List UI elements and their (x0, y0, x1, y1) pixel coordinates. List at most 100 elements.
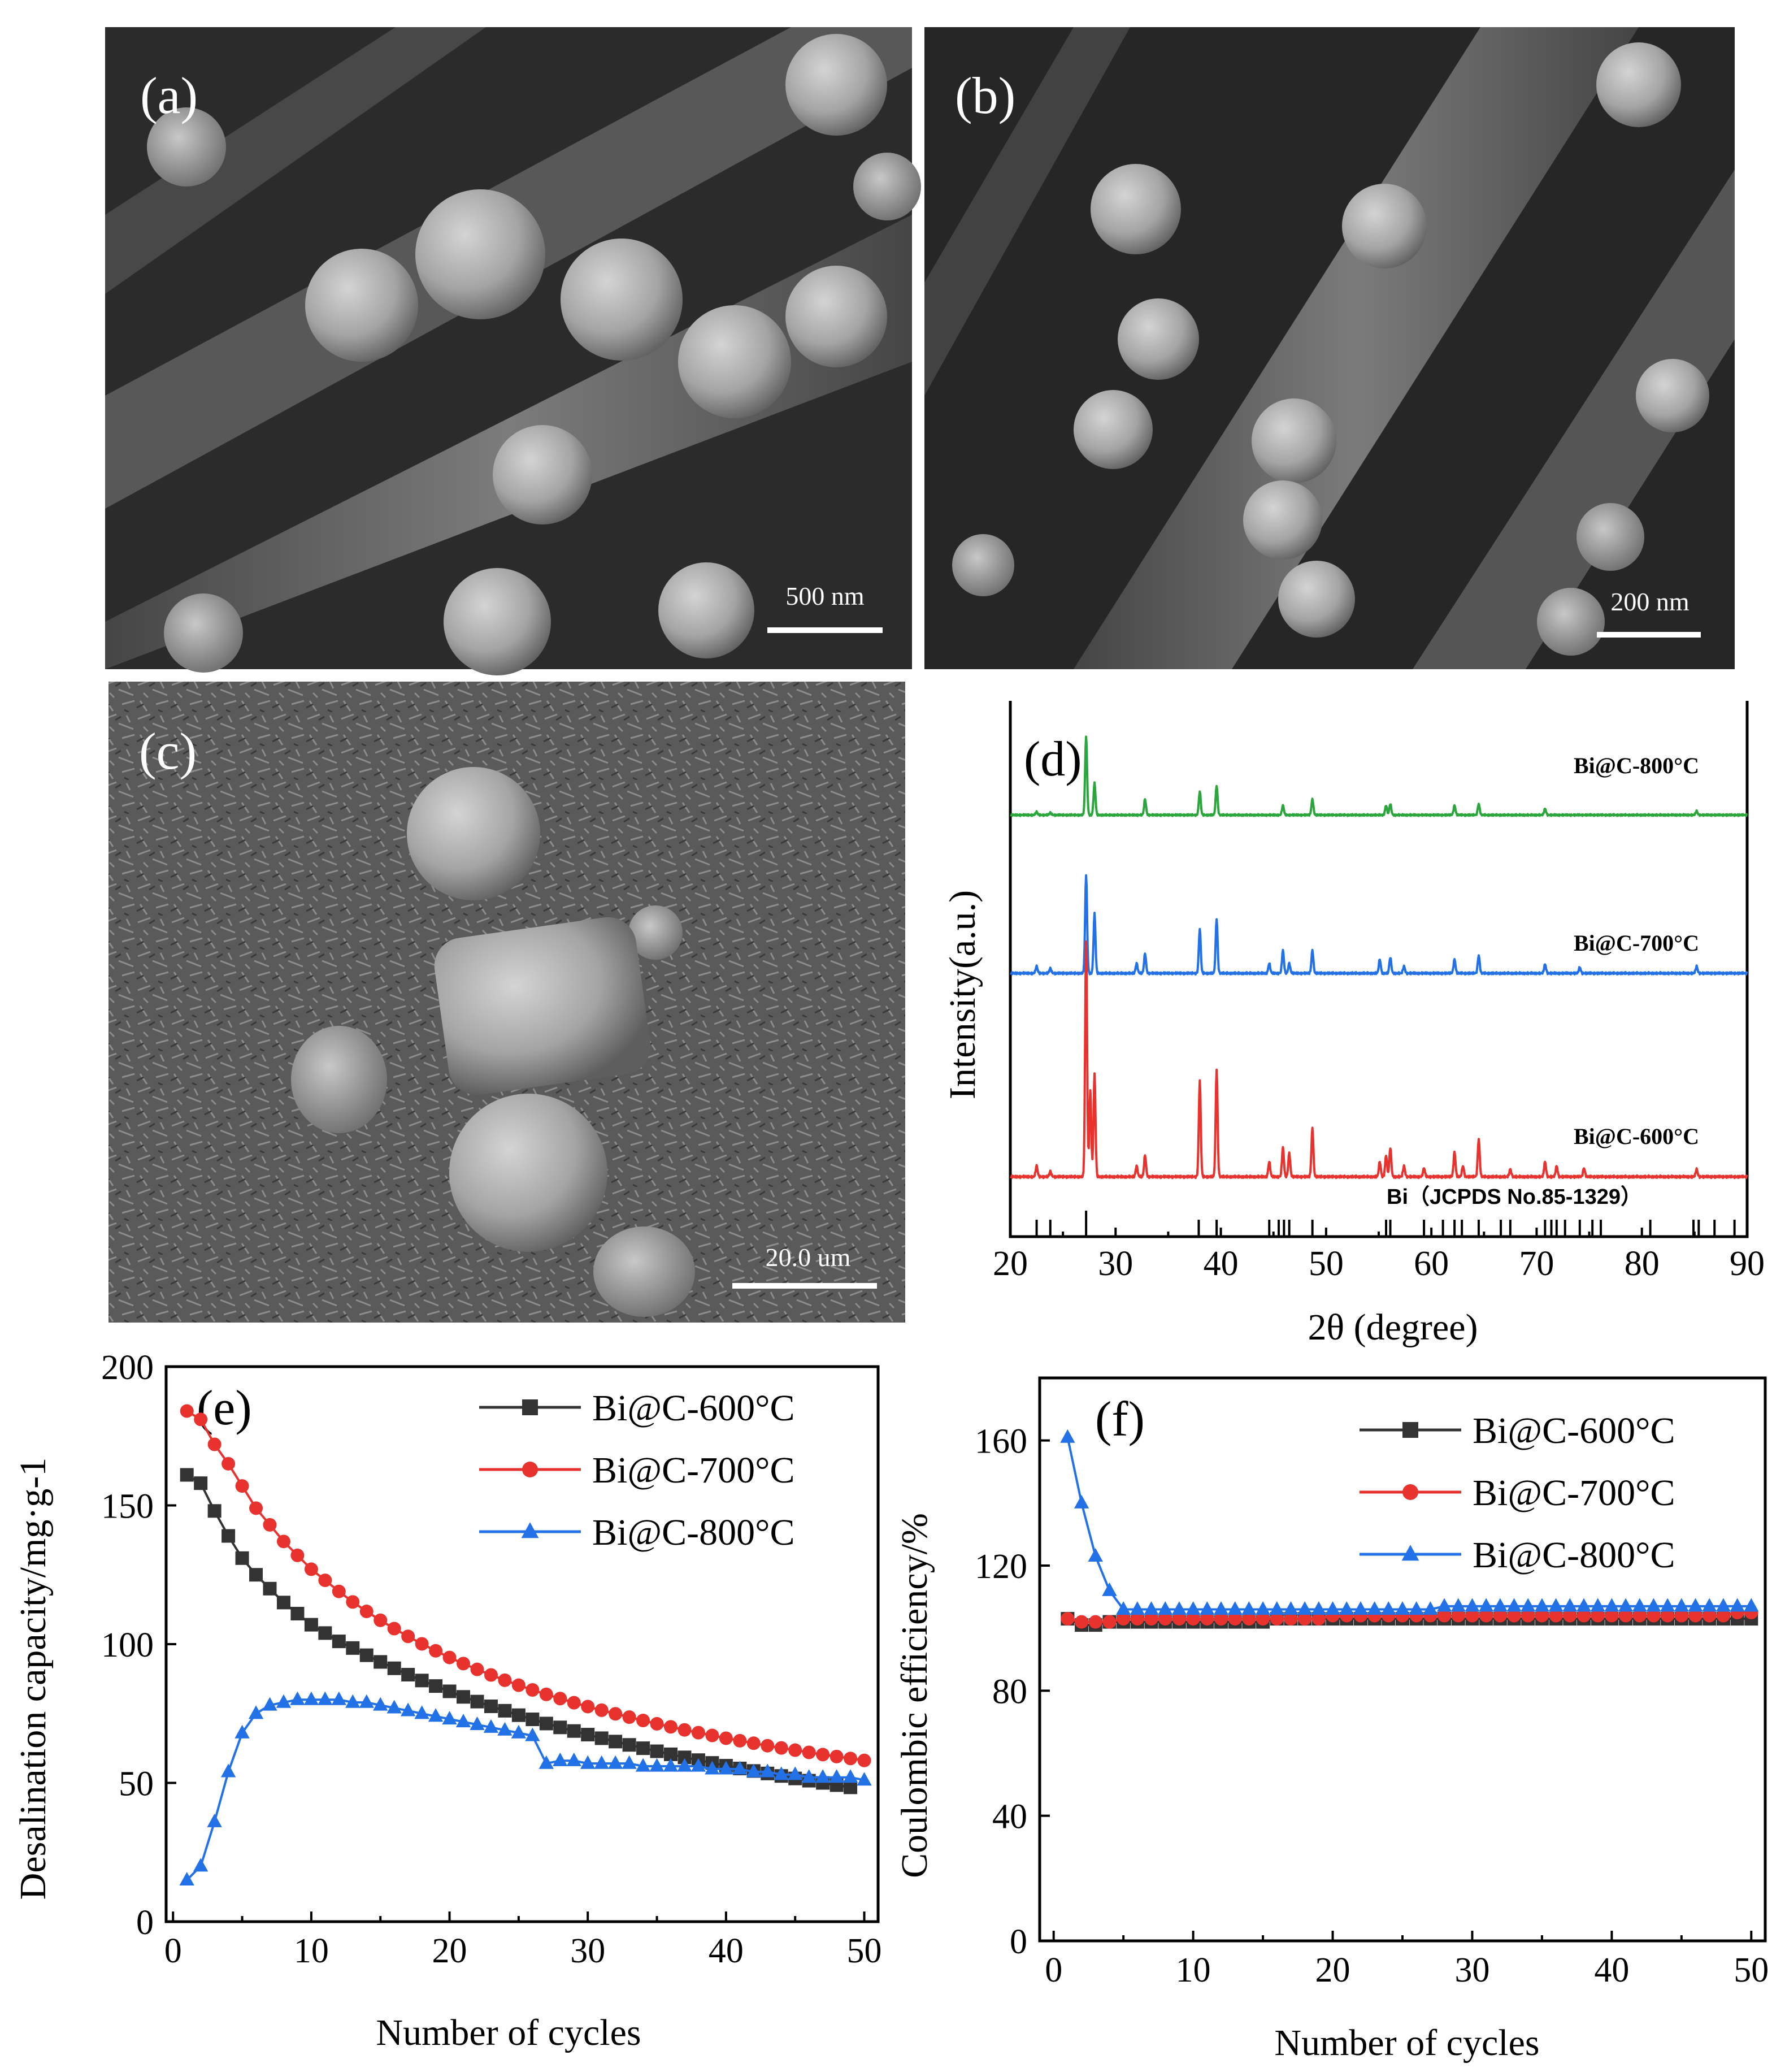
chart-f-marker-2 (1688, 1598, 1703, 1612)
chart-e-y-tick-label: 0 (136, 1904, 154, 1942)
chart-e-marker-2 (566, 1752, 581, 1766)
chart-f-marker-2 (1213, 1601, 1229, 1615)
chart-f-legend-label-1: Bi@C-700°C (1473, 1472, 1675, 1514)
chart-e-marker-2 (774, 1766, 789, 1780)
chart-e-marker-0 (263, 1581, 277, 1596)
chart-d-reference-label: Bi（JCPDS No.85-1329） (1387, 1185, 1642, 1209)
chart-f-x-tick-label: 50 (1734, 1951, 1769, 1989)
chart-f-marker-2 (1269, 1601, 1284, 1615)
chart-f-marker-2 (1548, 1598, 1563, 1612)
chart-f-x-tick-label: 30 (1454, 1951, 1489, 1989)
chart-f-marker-2 (1423, 1601, 1438, 1615)
chart-f-marker-1 (1284, 1612, 1298, 1626)
chart-f-marker-2 (1311, 1601, 1327, 1615)
chart-f-marker-2 (1130, 1601, 1145, 1615)
sem-panel-a: (a) 500 nm (105, 27, 921, 675)
chart-e-marker-2 (690, 1758, 706, 1772)
chart-e-legend-marker-0 (522, 1399, 538, 1415)
chart-e-marker-2 (760, 1763, 775, 1778)
sem-panel-b: (b) 200 nm (924, 27, 1735, 669)
chart-f-marker-2 (1534, 1598, 1550, 1612)
chart-e-marker-1 (180, 1404, 194, 1418)
chart-e-marker-2 (193, 1858, 209, 1872)
chart-e-marker-2 (580, 1755, 596, 1769)
chart-e-marker-0 (525, 1713, 540, 1727)
chart-e-marker-2 (276, 1694, 292, 1708)
chart-e-marker-1 (249, 1501, 263, 1515)
chart-f-marker-2 (1200, 1601, 1215, 1615)
sem-a-scale-bar (767, 627, 883, 633)
chart-f-marker-2 (1521, 1598, 1536, 1612)
chart-e-marker-2 (262, 1697, 277, 1711)
chart-e-marker-1 (373, 1613, 388, 1627)
chart-e-marker-1 (581, 1700, 595, 1714)
chart-e-marker-1 (609, 1707, 623, 1721)
chart-e-marker-1 (788, 1743, 802, 1757)
chart-f-marker-1 (1465, 1609, 1479, 1623)
chart-e-marker-1 (346, 1595, 360, 1609)
chart-e-marker-2 (732, 1761, 748, 1775)
chart-f-marker-1 (1075, 1615, 1089, 1629)
chart-e-marker-0 (484, 1699, 498, 1713)
chart-f-marker-1 (1214, 1612, 1228, 1626)
chart-f-marker-2 (1744, 1598, 1759, 1612)
chart-e-marker-1 (276, 1535, 290, 1549)
chart-e-marker-2 (303, 1691, 319, 1705)
chart-f-marker-1 (1437, 1609, 1452, 1623)
chart-e-marker-2 (815, 1769, 831, 1783)
chart-e-marker-0 (346, 1641, 360, 1655)
chart-e-marker-0 (581, 1728, 595, 1742)
chart-e-marker-2 (207, 1813, 222, 1827)
chart-e-marker-1 (622, 1710, 636, 1724)
chart-e-marker-0 (636, 1741, 650, 1755)
chart-f-marker-2 (1618, 1598, 1634, 1612)
chart-e-marker-1 (636, 1714, 650, 1728)
chart-f-y-tick-label: 80 (992, 1672, 1027, 1711)
chart-e-marker-1 (677, 1723, 692, 1737)
chart-e-marker-1 (318, 1573, 332, 1588)
chart-e-y-tick-label: 150 (101, 1488, 154, 1526)
chart-e-y-tick-label: 200 (101, 1349, 154, 1387)
chart-e-marker-0 (553, 1720, 567, 1735)
chart-e-x-tick-label: 30 (570, 1932, 605, 1970)
chart-e-marker-2 (511, 1724, 527, 1739)
chart-f-marker-2 (1185, 1601, 1201, 1615)
chart-d-x-tick-label: 20 (993, 1245, 1028, 1283)
chart-f-marker-1 (1200, 1612, 1214, 1626)
chart-f-marker-2 (1465, 1598, 1480, 1612)
chart-e-marker-2 (497, 1722, 513, 1736)
chart-e-marker-1 (691, 1726, 705, 1740)
chart-f-x-tick-label: 10 (1176, 1951, 1211, 1989)
chart-f-marker-2 (1227, 1601, 1243, 1615)
chart-e-marker-2 (857, 1772, 872, 1786)
chart-f-y-tick-label: 40 (992, 1798, 1027, 1836)
chart-e-axis-frame (164, 1365, 880, 1923)
chart-e-marker-0 (318, 1626, 332, 1640)
chart-e-marker-1 (401, 1629, 415, 1644)
chart-e-marker-2 (179, 1871, 194, 1885)
chart-f-marker-2 (1604, 1598, 1619, 1612)
chart-e-marker-2 (345, 1694, 361, 1708)
chart-e-marker-1 (290, 1548, 305, 1562)
chart-d-x-tick-label: 30 (1098, 1245, 1133, 1283)
chart-e-marker-1 (263, 1518, 277, 1532)
chart-e-x-tick-label: 0 (164, 1932, 182, 1970)
chart-f-marker-2 (1367, 1601, 1382, 1615)
chart-e-marker-2 (649, 1758, 665, 1772)
chart-d-legend-800: Bi@C-800°C (1574, 753, 1699, 778)
chart-e-marker-1 (829, 1749, 844, 1763)
chart-f-marker-2 (1395, 1601, 1410, 1615)
chart-e-marker-1 (387, 1622, 401, 1636)
sem-c-particles (291, 767, 695, 1317)
sem-b-fibers (924, 27, 1735, 669)
chart-f-y-axis-title: Coulombic efficiency/% (894, 1513, 935, 1878)
chart-d-legend-600: Bi@C-600°C (1574, 1124, 1699, 1149)
sem-c-scale-text: 20.0 um (766, 1243, 851, 1272)
chart-f-marker-1 (1605, 1609, 1619, 1623)
chart-f-y-tick-label: 0 (1010, 1923, 1027, 1961)
chart-e-marker-1 (594, 1703, 609, 1717)
chart-f-legend-marker-0 (1402, 1422, 1418, 1438)
chart-f-marker-2 (1144, 1601, 1159, 1615)
chart-e-marker-2 (622, 1755, 637, 1769)
